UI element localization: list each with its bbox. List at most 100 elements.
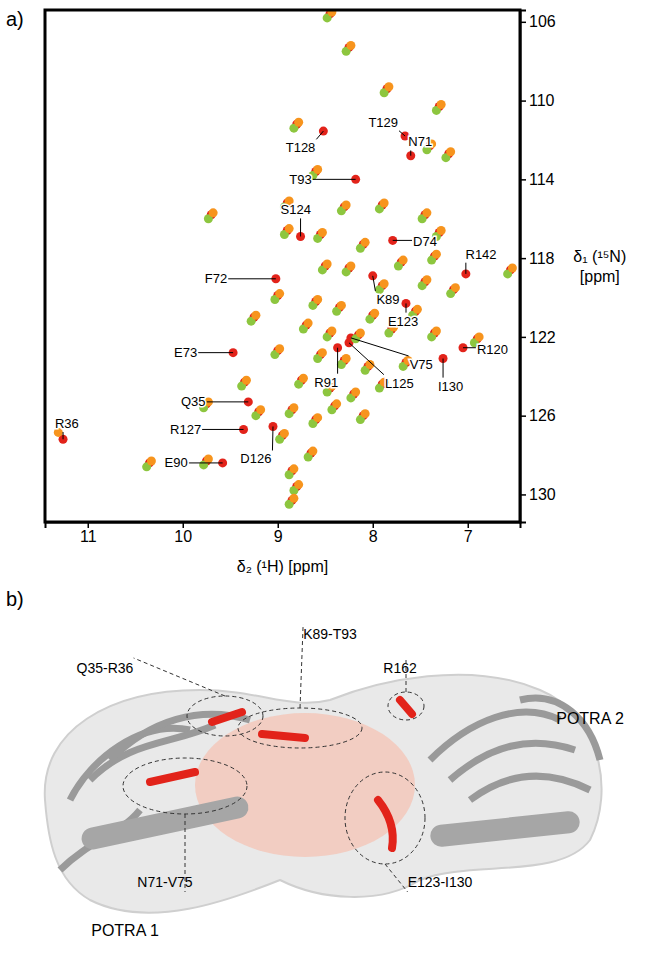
peak-label: R120 [477, 342, 508, 357]
leader-line [399, 131, 405, 136]
peak-label: R127 [170, 422, 201, 437]
peak [285, 224, 294, 233]
domain-label: POTRA 2 [556, 710, 624, 727]
tick-label: 110 [529, 92, 555, 109]
region-outline [345, 772, 425, 864]
cartoon-strand [470, 776, 590, 800]
tick-mark [520, 258, 526, 260]
peak-label: R36 [55, 416, 79, 431]
leader-line [63, 432, 64, 439]
annotations: T129T128N71T93S124D74R142F72K89E123R120E… [55, 115, 508, 471]
x-axis-title: δ₂ (¹H) [ppm] [237, 558, 329, 575]
leader-line [316, 131, 323, 139]
region-label: K89-T93 [303, 626, 357, 642]
cartoon-highlight [400, 700, 412, 714]
peak [256, 405, 265, 414]
y-axis-title: δ₁ (¹⁵N)[ppm] [573, 248, 626, 285]
tick-mark [520, 415, 526, 417]
tick-mark [520, 494, 526, 496]
surface [45, 675, 602, 913]
cartoon-helix [80, 795, 251, 852]
cartoon-helix [429, 810, 580, 848]
peak-label: I130 [438, 379, 463, 394]
tick: 11 [80, 522, 97, 545]
panel-label: b) [6, 588, 24, 610]
peak-label: T129 [368, 115, 398, 130]
peak [327, 326, 336, 335]
leader-line [351, 338, 409, 356]
peak [380, 279, 389, 288]
tick-mark [183, 522, 185, 528]
region-leader [134, 658, 225, 696]
cartoon-strand [450, 743, 575, 780]
tick-mark [468, 522, 470, 528]
region-leader [185, 814, 186, 892]
cartoon-highlight [378, 800, 393, 848]
tick: 118 [520, 250, 555, 267]
peak [308, 447, 317, 456]
peak [294, 480, 303, 489]
leader-line [393, 240, 412, 241]
peak [289, 494, 298, 503]
structure: Q35-R36K89-T93R162N71-V75E123-I130POTRA … [45, 624, 624, 939]
region-outline [388, 692, 424, 720]
peak [304, 319, 313, 328]
peak-label: T93 [289, 172, 311, 187]
tick-label: 126 [529, 407, 556, 424]
interface-surface [195, 713, 415, 857]
peak [432, 326, 441, 335]
peak-label: K89 [376, 292, 399, 307]
peak-series [59, 10, 515, 505]
tick: 126 [520, 407, 556, 424]
peak [361, 409, 370, 418]
cartoon-highlight [262, 734, 305, 738]
region-label: Q35-R36 [77, 660, 134, 676]
region-outline [123, 758, 247, 814]
tick: 130 [520, 486, 556, 503]
leader-line [228, 278, 276, 279]
panel-label: a) [6, 8, 24, 30]
peak-label: V75 [410, 357, 433, 372]
region-label: R162 [383, 660, 417, 676]
tick-label: 122 [529, 329, 556, 346]
cartoon-strand [110, 714, 250, 760]
cartoon-highlight [212, 712, 242, 722]
peak-label: F72 [205, 271, 227, 286]
tick-label: 8 [369, 528, 378, 545]
peak [294, 118, 303, 127]
peak-series [54, 10, 517, 503]
tick: 106 [520, 13, 556, 30]
region-outline [238, 708, 362, 748]
peak-label: T128 [286, 140, 316, 155]
tick-mark [520, 100, 526, 102]
tick: 110 [520, 92, 555, 109]
peak [204, 454, 213, 463]
peak-label: R142 [466, 247, 497, 262]
tick-label: 114 [529, 171, 555, 188]
peak [437, 100, 446, 109]
peak [299, 374, 308, 383]
peak-label: D74 [413, 234, 437, 249]
cartoon-highlight [150, 772, 195, 782]
leader-line [202, 429, 243, 430]
peak [384, 82, 393, 91]
peak [361, 238, 370, 247]
tick: 114 [520, 171, 555, 188]
peak [422, 275, 431, 284]
leader-line [406, 303, 407, 312]
peak [289, 403, 298, 412]
peak [313, 165, 322, 174]
tick-mark [278, 522, 280, 528]
peak [251, 311, 260, 320]
tick-mark [520, 179, 526, 181]
peak [342, 354, 351, 363]
axis-line [46, 523, 521, 529]
peak-label: E90 [165, 455, 188, 470]
plot-frame [45, 10, 520, 522]
tick-label: 10 [174, 528, 192, 545]
peak [313, 413, 322, 422]
peak [399, 256, 408, 265]
tick: 10 [174, 522, 192, 545]
peak [275, 289, 284, 298]
peak [337, 301, 346, 310]
